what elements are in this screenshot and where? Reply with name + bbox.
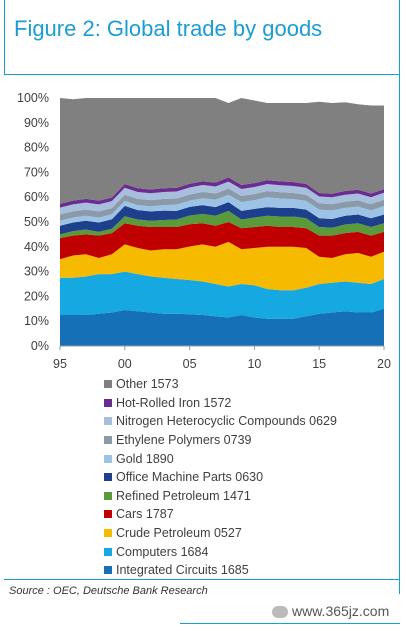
legend-swatch	[104, 529, 112, 538]
area-series-5	[60, 202, 384, 235]
area-series-7	[60, 188, 384, 221]
x-tick-label: 10	[247, 357, 261, 371]
source-rule	[4, 579, 400, 580]
x-tick-label: 05	[183, 357, 197, 371]
chart-legend: Other 1573 Hot-Rolled Iron 1572 Nitrogen H…	[104, 375, 337, 580]
figure-title: Figure 2: Global trade by goods	[14, 16, 323, 41]
area-series-6	[60, 194, 384, 226]
legend-label: Gold 1890	[116, 451, 174, 466]
legend-item: Integrated Circuits 1685	[104, 561, 337, 580]
area-series-4	[60, 210, 384, 239]
area-series-10	[60, 98, 384, 204]
y-tick-label: 20%	[24, 289, 49, 303]
y-tick-label: 80%	[24, 141, 49, 155]
legend-label: Cars 1787	[116, 507, 174, 522]
legend-item: Other 1573	[104, 375, 337, 394]
y-tick-label: 40%	[24, 240, 49, 254]
x-tick-label: 00	[118, 357, 132, 371]
legend-label: Nitrogen Heterocyclic Compounds 0629	[116, 414, 337, 429]
bottom-rule	[180, 623, 400, 624]
legend-label: Other 1573	[116, 377, 179, 392]
frame-right-border	[399, 0, 400, 594]
legend-swatch	[104, 380, 112, 389]
legend-swatch	[104, 473, 112, 482]
area-series-3	[60, 222, 384, 260]
legend-swatch	[104, 436, 112, 445]
title-rule	[4, 74, 400, 75]
watermark-icon	[272, 606, 288, 619]
legend-swatch	[104, 566, 112, 575]
y-tick-label: 100%	[17, 91, 49, 105]
legend-label: Ethylene Polymers 0739	[116, 433, 252, 448]
legend-label: Hot-Rolled Iron 1572	[116, 395, 232, 410]
x-tick-label: 95	[53, 357, 67, 371]
legend-swatch	[104, 454, 112, 463]
legend-item: Ethylene Polymers 0739	[104, 431, 337, 450]
legend-swatch	[104, 547, 112, 556]
legend-swatch	[104, 398, 112, 407]
y-tick-label: 60%	[24, 190, 49, 204]
legend-item: Computers 1684	[104, 542, 337, 561]
legend-swatch	[104, 491, 112, 500]
y-tick-label: 10%	[24, 314, 49, 328]
legend-item: Refined Petroleum 1471	[104, 487, 337, 506]
legend-item: Hot-Rolled Iron 1572	[104, 394, 337, 413]
legend-label: Crude Petroleum 0527	[116, 526, 242, 541]
y-tick-label: 0%	[31, 339, 49, 353]
frame-left-border	[4, 0, 5, 75]
y-tick-label: 50%	[24, 215, 49, 229]
legend-item: Crude Petroleum 0527	[104, 524, 337, 543]
area-series-9	[60, 177, 384, 208]
y-tick-label: 70%	[24, 165, 49, 179]
source-note: Source : OEC, Deutsche Bank Research	[9, 585, 208, 597]
x-tick-label: 15	[312, 357, 326, 371]
legend-swatch	[104, 417, 112, 426]
legend-swatch	[104, 510, 112, 519]
area-series-0	[60, 308, 384, 346]
legend-item: Office Machine Parts 0630	[104, 468, 337, 487]
area-series-8	[60, 181, 384, 215]
x-tick-label: 20	[377, 357, 391, 371]
legend-item: Cars 1787	[104, 505, 337, 524]
y-tick-label: 90%	[24, 116, 49, 130]
y-tick-label: 30%	[24, 265, 49, 279]
legend-label: Computers 1684	[116, 544, 209, 559]
legend-label: Refined Petroleum 1471	[116, 488, 251, 503]
legend-label: Office Machine Parts 0630	[116, 470, 264, 485]
stacked-area-chart: 0% 10% 20% 30% 40% 50% 60% 70% 80% 90% 100% 95 00 05 1…	[17, 91, 391, 371]
watermark-text: www.365jz.com	[292, 603, 390, 619]
area-series-1	[60, 271, 384, 319]
legend-item: Gold 1890	[104, 449, 337, 468]
area-series-2	[60, 241, 384, 291]
legend-item: Nitrogen Heterocyclic Compounds 0629	[104, 412, 337, 431]
watermark: www.365jz.com	[272, 603, 389, 619]
legend-label: Integrated Circuits 1685	[116, 563, 249, 578]
